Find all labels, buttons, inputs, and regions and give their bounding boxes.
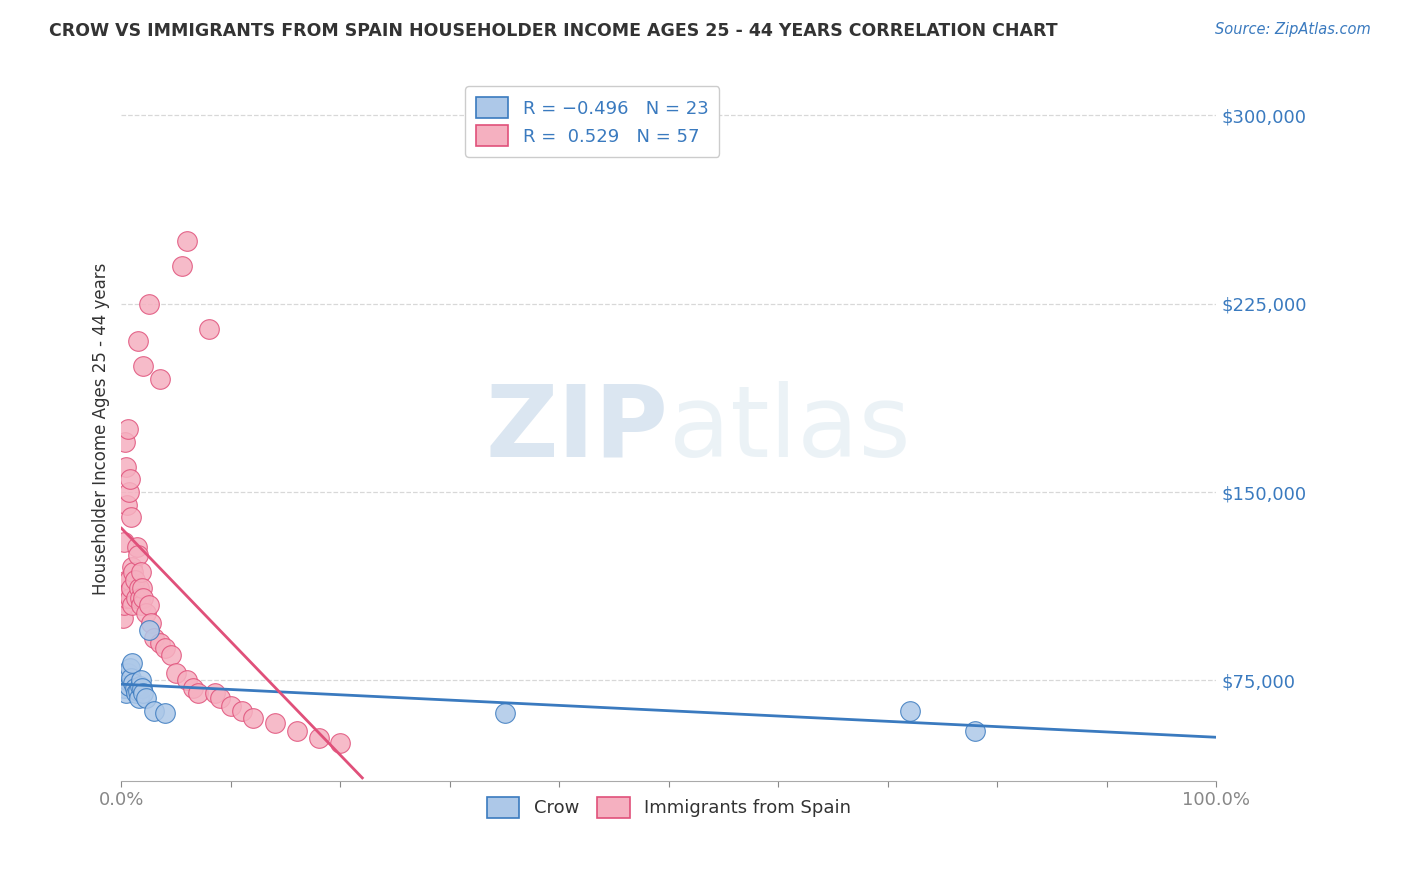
Text: ZIP: ZIP xyxy=(486,381,669,478)
Point xyxy=(129,598,152,612)
Point xyxy=(181,681,204,695)
Point xyxy=(129,673,152,688)
Point xyxy=(117,422,139,436)
Point xyxy=(138,296,160,310)
Point xyxy=(242,711,264,725)
Point xyxy=(149,372,172,386)
Y-axis label: Householder Income Ages 25 - 44 years: Householder Income Ages 25 - 44 years xyxy=(93,263,110,595)
Point xyxy=(121,598,143,612)
Point xyxy=(124,686,146,700)
Point xyxy=(115,573,138,587)
Point xyxy=(114,434,136,449)
Point xyxy=(143,631,166,645)
Point xyxy=(132,359,155,374)
Point xyxy=(198,322,221,336)
Point xyxy=(131,581,153,595)
Point xyxy=(128,581,150,595)
Point xyxy=(118,573,141,587)
Point xyxy=(120,661,142,675)
Point xyxy=(155,640,177,655)
Point xyxy=(115,498,138,512)
Point xyxy=(131,681,153,695)
Point xyxy=(128,691,150,706)
Point xyxy=(176,673,198,688)
Point xyxy=(187,686,209,700)
Point xyxy=(127,683,149,698)
Point xyxy=(117,665,139,680)
Point xyxy=(121,656,143,670)
Point xyxy=(112,535,135,549)
Point xyxy=(138,624,160,638)
Point xyxy=(121,560,143,574)
Point xyxy=(285,723,308,738)
Point xyxy=(165,665,187,680)
Point xyxy=(122,566,145,580)
Point xyxy=(159,648,181,663)
Point xyxy=(115,673,138,688)
Point xyxy=(112,681,135,695)
Point xyxy=(208,691,231,706)
Text: Source: ZipAtlas.com: Source: ZipAtlas.com xyxy=(1215,22,1371,37)
Point xyxy=(965,723,987,738)
Point xyxy=(124,573,146,587)
Point xyxy=(132,686,155,700)
Point xyxy=(120,581,142,595)
Point xyxy=(118,485,141,500)
Point xyxy=(124,591,146,605)
Point xyxy=(143,704,166,718)
Point xyxy=(176,234,198,248)
Text: atlas: atlas xyxy=(669,381,911,478)
Point xyxy=(127,334,149,349)
Point xyxy=(112,598,135,612)
Point xyxy=(114,459,136,474)
Point xyxy=(170,259,193,273)
Point xyxy=(139,615,162,630)
Point xyxy=(231,704,253,718)
Point xyxy=(117,585,139,599)
Point xyxy=(129,566,152,580)
Point xyxy=(124,681,146,695)
Point xyxy=(308,731,330,746)
Point xyxy=(114,686,136,700)
Point xyxy=(149,636,172,650)
Point xyxy=(120,473,142,487)
Point xyxy=(125,541,148,555)
Point xyxy=(263,716,285,731)
Point xyxy=(129,679,152,693)
Point xyxy=(120,591,142,605)
Point xyxy=(114,581,136,595)
Point xyxy=(155,706,177,720)
Point xyxy=(129,591,152,605)
Point xyxy=(135,606,157,620)
Point xyxy=(219,698,242,713)
Text: CROW VS IMMIGRANTS FROM SPAIN HOUSEHOLDER INCOME AGES 25 - 44 YEARS CORRELATION : CROW VS IMMIGRANTS FROM SPAIN HOUSEHOLDE… xyxy=(49,22,1057,40)
Point xyxy=(898,704,921,718)
Point xyxy=(132,591,155,605)
Point xyxy=(120,671,142,685)
Point xyxy=(138,598,160,612)
Point xyxy=(118,679,141,693)
Point xyxy=(135,691,157,706)
Point xyxy=(111,610,134,624)
Legend: Crow, Immigrants from Spain: Crow, Immigrants from Spain xyxy=(479,789,858,825)
Point xyxy=(329,736,352,750)
Point xyxy=(494,706,516,720)
Point xyxy=(114,591,136,605)
Point xyxy=(204,686,226,700)
Point xyxy=(120,510,142,524)
Point xyxy=(122,676,145,690)
Point xyxy=(127,548,149,562)
